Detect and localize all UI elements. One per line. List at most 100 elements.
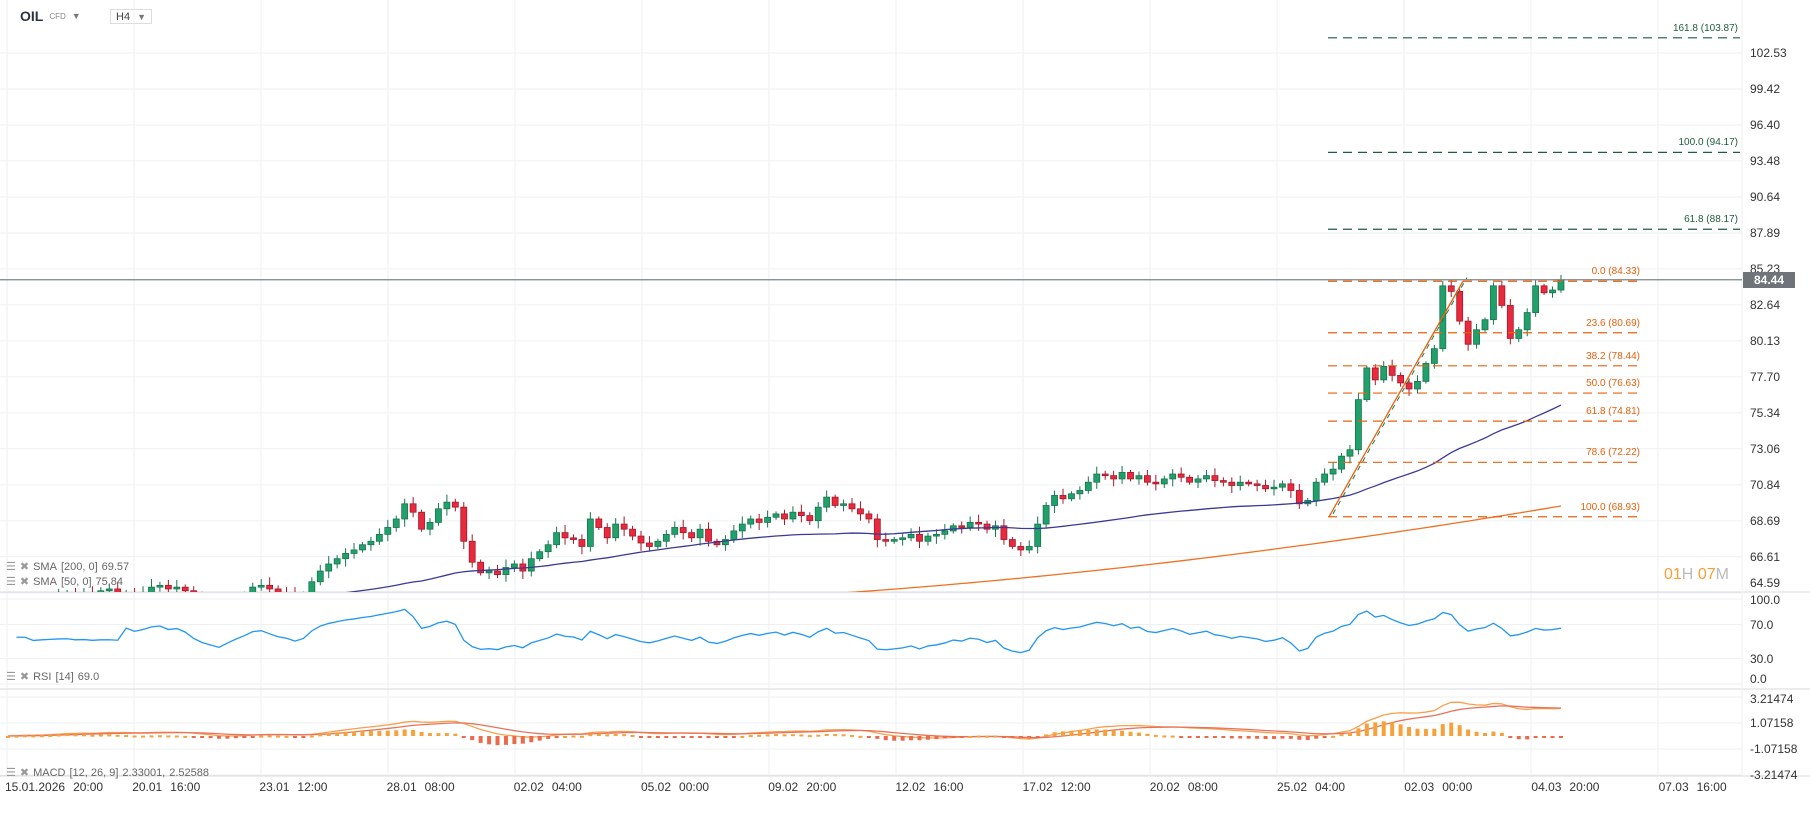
time-axis-date: 02.03 [1404, 780, 1435, 794]
candle-up [5, 613, 11, 617]
time-axis-label: 07.03 16:00 [1659, 780, 1727, 794]
candle-down [705, 528, 712, 542]
macd-axis-label: -3.21474 [1750, 767, 1798, 782]
macd-histogram-bar [402, 729, 407, 736]
close-icon[interactable]: ✖ [19, 576, 30, 588]
macd-histogram-bar [276, 735, 281, 738]
macd-histogram-bar [1364, 723, 1369, 736]
fib-level-label: 61.8 (88.17) [1684, 214, 1738, 226]
candle-up [1523, 312, 1531, 331]
time-axis-label: 17.02 12:00 [1023, 780, 1091, 794]
settings-icon[interactable]: ☰ [6, 576, 16, 588]
macd-histogram-bar [1128, 731, 1133, 736]
macd-histogram-bar [453, 733, 458, 736]
settings-icon[interactable]: ☰ [6, 561, 16, 573]
macd-params: [12, 26, 9] [69, 766, 119, 779]
macd-axis-label: -1.07158 [1750, 741, 1798, 756]
close-icon[interactable]: ✖ [19, 767, 30, 779]
time-axis-date: 09.02 [768, 780, 799, 794]
rsi-params: [14] [55, 670, 74, 683]
candle-down [958, 525, 966, 528]
candle-up [510, 563, 518, 568]
fib-level-label: 161.8 (103.87) [1672, 22, 1738, 34]
macd-histogram-bar [326, 733, 331, 736]
symbol-selector[interactable]: OIL CFD ▼ [20, 8, 81, 24]
macd-histogram-bar [807, 735, 812, 738]
macd-histogram-bar [1457, 725, 1462, 736]
macd-histogram-bar [1052, 732, 1057, 736]
candle-down [1540, 285, 1548, 294]
candle-down [216, 607, 222, 611]
candle-up [81, 594, 87, 598]
macd-histogram-bar [858, 735, 863, 738]
candle-up [738, 523, 746, 532]
rsi-legend: ☰ ✖ RSI [14] 69.0 [6, 670, 99, 684]
candle-up [1034, 523, 1042, 547]
macd-histogram-bar [925, 736, 930, 740]
macd-histogram-bar [301, 736, 306, 738]
candle-up [485, 570, 493, 574]
candle-up [401, 503, 409, 520]
settings-icon[interactable]: ☰ [6, 767, 16, 779]
macd-value: 2.33001, [122, 766, 166, 779]
candle-up [1160, 478, 1168, 485]
candle-up [1068, 493, 1075, 500]
macd-histogram-bar [639, 736, 643, 738]
close-icon[interactable]: ✖ [19, 671, 30, 683]
macd-histogram-bar [1440, 724, 1445, 736]
candle-up [814, 506, 822, 522]
chevron-down-icon[interactable]: ▼ [71, 11, 81, 21]
candle-up [586, 518, 594, 547]
macd-histogram-bar [81, 734, 86, 737]
close-icon[interactable]: ✖ [19, 561, 30, 573]
timeframe-select[interactable]: H4 ▼ [110, 9, 152, 24]
macd-histogram-bar [1466, 729, 1471, 736]
macd-histogram-bar [1001, 736, 1006, 738]
candle-down [578, 539, 586, 547]
time-axis-date: 28.01 [386, 780, 417, 794]
candle-up [1414, 381, 1421, 390]
macd-histogram-bar [478, 736, 483, 743]
macd-histogram-bar [546, 736, 551, 739]
macd-histogram-bar [1542, 736, 1547, 738]
macd-histogram-bar [73, 734, 78, 737]
macd-histogram-bar [1238, 736, 1243, 739]
candle-up [97, 590, 105, 592]
macd-histogram-bar [487, 736, 492, 745]
macd-histogram-bar [672, 736, 677, 738]
macd-histogram-bar [588, 734, 593, 737]
fib-trend-line [1328, 280, 1464, 518]
candle-up [325, 563, 333, 572]
candle-up [257, 584, 265, 588]
time-axis-label: 20.01 16:00 [132, 780, 200, 794]
macd-histogram-bar [833, 734, 838, 737]
fib-level-label: 0.0 (84.33) [1591, 266, 1640, 278]
price-axis-label: 96.40 [1750, 118, 1781, 132]
macd-histogram-bar [495, 736, 500, 746]
macd-histogram-bar [318, 734, 323, 737]
sma50-value: 75.84 [95, 575, 124, 588]
macd-histogram-bar [850, 734, 854, 737]
time-axis-time: 16:00 [933, 780, 964, 794]
sma200-legend: ☰ ✖ SMA [200, 0] 69.57 [6, 560, 129, 574]
candle-down [637, 535, 645, 544]
fib-level-label: 100.0 (68.93) [1580, 501, 1641, 513]
candle-up [730, 530, 738, 540]
macd-histogram-bar [1398, 724, 1403, 736]
macd-histogram-bar [22, 735, 27, 738]
macd-histogram-bar [681, 736, 686, 738]
macd-histogram-bar [1255, 736, 1260, 739]
candle-up [924, 535, 932, 542]
settings-icon[interactable]: ☰ [6, 671, 16, 683]
candle-down [208, 603, 214, 607]
price-axis-label: 73.06 [1750, 441, 1781, 456]
candle-down [1371, 367, 1379, 381]
time-axis-time: 16:00 [1696, 780, 1727, 794]
price-axis-label: 80.13 [1750, 333, 1781, 348]
candle-down [806, 515, 814, 522]
candle-down [620, 523, 628, 530]
macd-histogram-bar [664, 736, 669, 738]
macd-histogram-bar [217, 736, 221, 739]
candle-up [392, 518, 400, 528]
